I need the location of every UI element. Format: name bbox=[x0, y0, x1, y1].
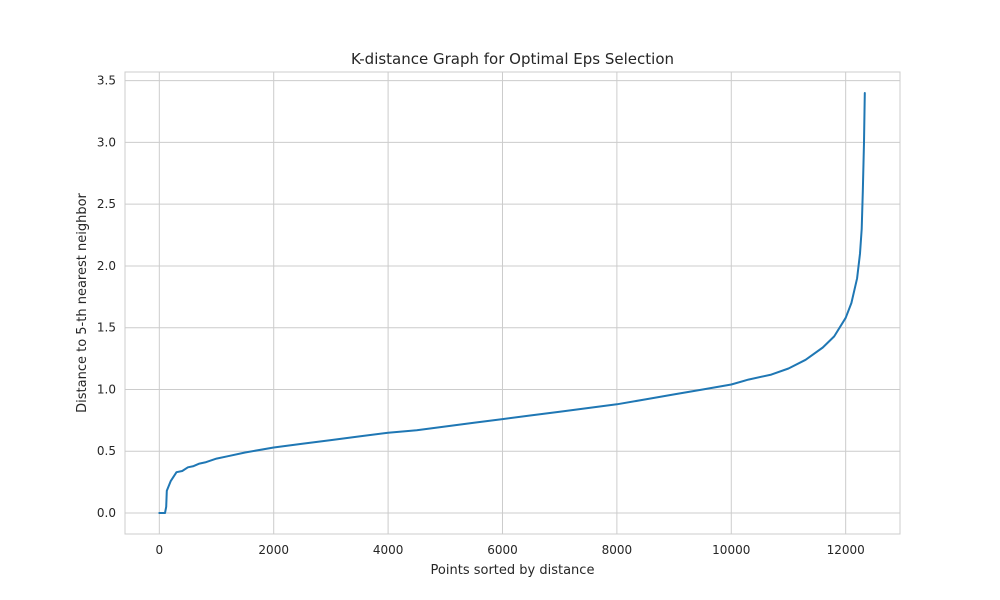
y-tick-label: 3.5 bbox=[97, 74, 116, 88]
x-tick-labels: 0 2000 4000 6000 8000 10000 12000 bbox=[155, 543, 864, 557]
chart-title: K-distance Graph for Optimal Eps Selecti… bbox=[351, 50, 674, 68]
y-tick-labels: 0.0 0.5 1.0 1.5 2.0 2.5 3.0 3.5 bbox=[97, 74, 116, 520]
x-tick-label: 2000 bbox=[258, 543, 289, 557]
y-tick-label: 1.5 bbox=[97, 321, 116, 335]
x-tick-label: 4000 bbox=[373, 543, 404, 557]
y-tick-label: 0.5 bbox=[97, 444, 116, 458]
x-tick-label: 6000 bbox=[487, 543, 518, 557]
series-line bbox=[158, 92, 866, 514]
plot-frame bbox=[124, 71, 901, 535]
grid-lines bbox=[125, 72, 900, 534]
x-axis-title: Points sorted by distance bbox=[431, 563, 595, 578]
y-tick-label: 0.0 bbox=[97, 506, 116, 520]
x-tick-label: 0 bbox=[155, 543, 163, 557]
series-layer bbox=[158, 92, 866, 514]
y-tick-label: 1.0 bbox=[97, 382, 116, 396]
x-tick-label: 10000 bbox=[712, 543, 750, 557]
y-tick-label: 2.5 bbox=[97, 197, 116, 211]
y-tick-label: 3.0 bbox=[97, 135, 116, 149]
x-tick-label: 8000 bbox=[602, 543, 633, 557]
y-tick-label: 2.0 bbox=[97, 259, 116, 273]
x-tick-label: 12000 bbox=[827, 543, 865, 557]
y-axis-title: Distance to 5-th nearest neighbor bbox=[75, 192, 90, 412]
plot-background bbox=[125, 72, 900, 534]
